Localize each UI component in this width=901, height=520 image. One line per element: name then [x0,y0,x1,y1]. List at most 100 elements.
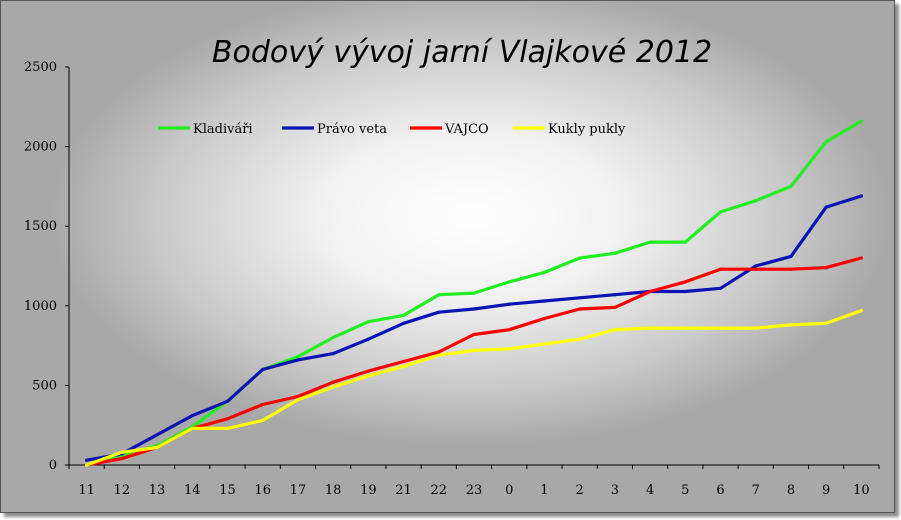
series-line-2 [84,256,864,467]
x-tick-label: 17 [290,483,307,498]
data-point [296,398,300,402]
data-point [331,336,335,340]
data-point [296,358,300,362]
data-point [824,140,828,144]
y-tick-label: 500 [32,378,57,393]
data-point [507,328,511,332]
x-tick-label: 23 [466,483,483,498]
y-tick-label: 0 [49,458,57,473]
data-point [789,323,793,327]
chart-frame [0,0,895,513]
data-point [789,267,793,271]
x-tick-label: 19 [360,483,377,498]
x-tick-label: 12 [114,483,131,498]
data-point [155,445,159,450]
data-point [613,251,617,255]
data-point [789,254,793,258]
data-point [613,328,617,332]
x-tick-label: 21 [395,483,412,498]
data-point [578,337,582,341]
x-tick-label: 1 [540,483,548,498]
x-tick-label: 8 [787,483,795,498]
data-point [718,286,723,290]
data-point [507,347,511,351]
data-point [225,417,230,421]
data-point [225,426,230,430]
chart-title: Bodový vývoj jarní Vlajkové 2012 [212,35,712,70]
data-point [754,267,758,271]
data-point [366,320,370,324]
data-point [613,305,617,309]
data-point [120,457,124,461]
data-point [542,342,547,346]
data-point [225,399,230,403]
legend-item-2: VAJCO [410,122,489,137]
x-tick-label: 14 [184,483,201,498]
legend-label: Kukly pukly [548,122,626,137]
data-point [331,380,335,384]
data-point [472,348,476,352]
data-point [859,309,864,313]
data-point [437,293,441,297]
data-point [859,256,864,260]
data-point [402,313,406,317]
data-point [437,310,441,314]
data-point [402,359,406,364]
data-point [754,326,758,330]
data-point [859,194,864,198]
data-point [472,307,476,311]
data-point [402,321,406,325]
data-point [859,119,864,123]
data-point [85,458,89,462]
data-point [754,264,758,268]
y-tick-label: 2000 [24,140,57,155]
data-point [824,205,828,209]
data-point [366,374,370,378]
y-tick-label: 2500 [24,60,57,75]
series-layer [84,119,864,467]
data-point [261,367,265,372]
data-point [613,293,617,297]
data-point [824,266,828,270]
legend-label: Právo veta [317,122,387,137]
data-point [296,355,300,359]
data-point [683,289,687,294]
data-point [296,394,300,399]
x-tick-label: 5 [681,483,689,498]
data-point [366,337,370,341]
data-point [824,321,828,325]
data-point [331,352,335,356]
x-tick-label: 18 [325,483,342,498]
data-point [85,463,89,467]
x-tick-label: 3 [611,483,619,498]
x-tick-label: 16 [254,483,271,498]
x-tick-label: 9 [822,483,830,498]
data-point [190,426,194,430]
data-point [542,270,547,274]
data-point [648,289,652,294]
data-point [578,307,582,311]
data-point [754,199,758,203]
x-tick-label: 2 [576,483,584,498]
x-tick-label: 13 [149,483,166,498]
x-tick-label: 0 [505,483,513,498]
data-point [789,184,793,188]
x-tick-label: 15 [219,483,236,498]
data-point [261,402,265,407]
data-point [437,350,441,354]
data-point [155,433,159,437]
data-point [718,267,723,271]
x-tick-label: 4 [646,483,654,498]
data-point [472,291,476,295]
x-tick-label: 10 [853,483,870,498]
data-point [648,240,652,244]
data-point [578,296,582,300]
data-point [120,450,124,454]
legend-item-1: Právo veta [282,122,387,137]
legend-label: Kladiváři [193,122,253,137]
data-point [683,326,687,330]
data-point [648,326,652,330]
data-point [472,332,476,337]
